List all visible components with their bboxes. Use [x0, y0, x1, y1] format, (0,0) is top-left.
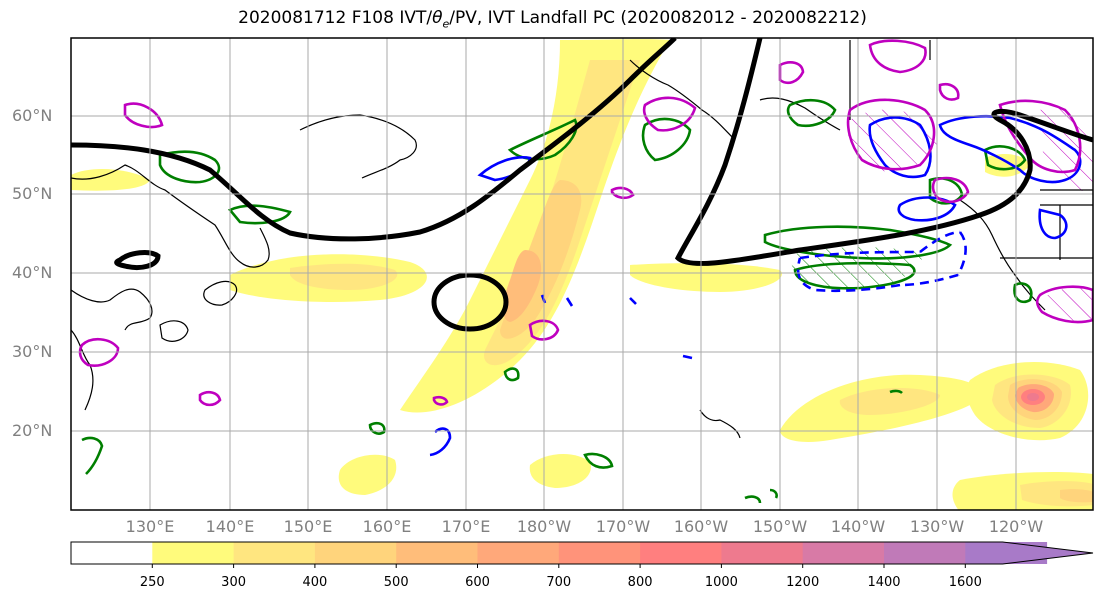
colorbar-segment	[477, 542, 560, 564]
colorbar-segment	[884, 542, 966, 564]
colorbar-tick-label: 600	[465, 575, 490, 590]
colorbar-tick-label: 300	[221, 575, 247, 590]
colorbar-segment	[721, 542, 804, 564]
lon-label: 170°E	[441, 517, 491, 536]
colorbar-tick-label: 500	[383, 575, 409, 590]
colorbar-tick-label: 800	[627, 575, 653, 590]
lon-label: 150°W	[752, 517, 808, 536]
lon-label: 140°E	[205, 517, 255, 536]
colorbar-tick-label: 1400	[867, 575, 901, 590]
colorbar-segment	[802, 542, 885, 564]
ivt-shading	[71, 39, 1093, 510]
lon-label: 140°W	[830, 517, 886, 536]
colorbar-segment	[314, 542, 397, 564]
colorbar-tick-label: 1200	[786, 575, 820, 590]
lat-label: 40°N	[12, 263, 53, 282]
colorbar-segment	[640, 542, 722, 564]
map-grid	[71, 38, 1093, 510]
lon-label: 130°W	[909, 517, 965, 536]
lon-label: 160°W	[673, 517, 729, 536]
map-title: 2020081712 F108 IVT/θe/PV, IVT Landfall …	[238, 8, 867, 31]
colorbar-tick-label: 700	[546, 575, 572, 590]
lon-label: 180°W	[516, 517, 572, 536]
colorbar-outline	[70, 541, 1094, 565]
lon-label: 160°E	[362, 517, 412, 536]
colorbar-tick-label: 250	[139, 575, 165, 590]
colorbar-tick-label: 1000	[704, 575, 738, 590]
lat-label: 50°N	[12, 184, 53, 203]
map-frame	[70, 37, 1094, 511]
secondary-contours	[78, 39, 1093, 407]
jet-contours	[71, 38, 1093, 332]
colorbar-segment	[558, 542, 641, 564]
colorbar-tick-label: 400	[302, 575, 328, 590]
lon-label: 150°E	[283, 517, 333, 536]
pv-theta-e-contours	[429, 114, 1082, 457]
lon-label: 120°W	[988, 517, 1044, 536]
lat-label: 30°N	[12, 342, 53, 361]
lon-label: 170°W	[595, 517, 651, 536]
colorbar-segment	[396, 542, 478, 564]
lat-label: 20°N	[12, 421, 53, 440]
colorbar-extend-arrow	[1002, 542, 1093, 564]
colorbar-segment	[152, 542, 235, 564]
colorbar	[70, 541, 1094, 568]
colorbar-tick-label: 1600	[948, 575, 982, 590]
lat-label: 60°N	[12, 106, 53, 125]
colorbar-segment	[233, 542, 316, 564]
lon-label: 130°E	[125, 517, 175, 536]
colorbar-segment	[71, 542, 153, 564]
